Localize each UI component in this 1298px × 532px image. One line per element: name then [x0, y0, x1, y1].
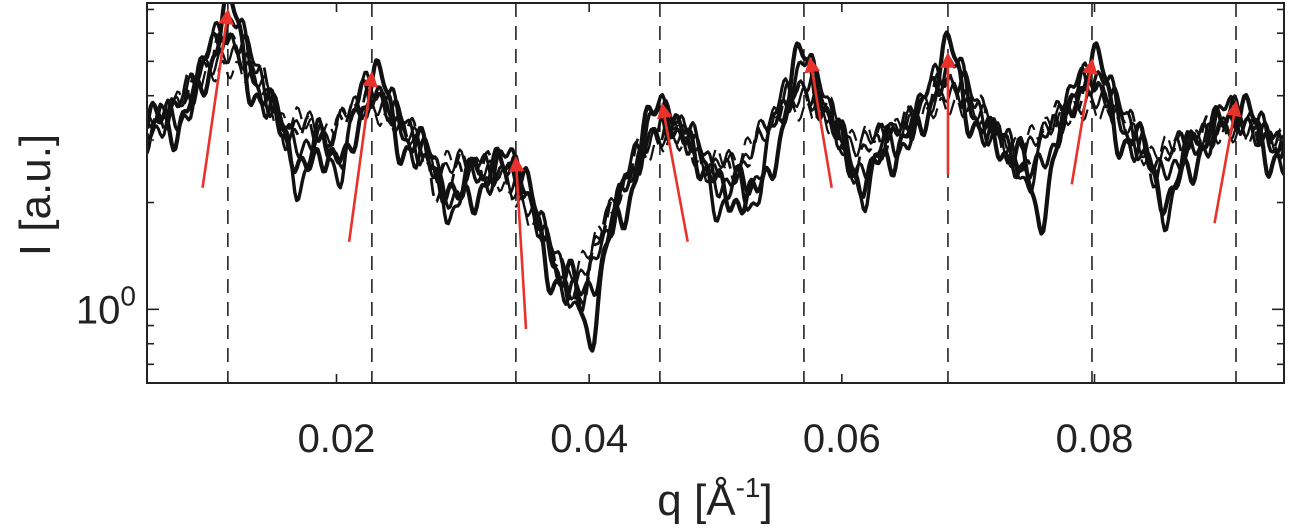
- trend-arrow-1: [201, 8, 234, 189]
- trend-arrow-3: [508, 156, 528, 330]
- trend-arrow-4: [657, 102, 689, 243]
- trend-arrow-8: [1213, 100, 1242, 224]
- trend-arrow-5: [804, 56, 834, 189]
- y-tick-label: 100: [76, 280, 136, 332]
- x-tick-label: 0.02: [298, 417, 376, 461]
- x-tick-label: 0.04: [550, 417, 628, 461]
- intensity-series-3: [147, 32, 1284, 306]
- intensity-series-5: [147, 17, 1284, 306]
- x-axis-label: q [Å-1]: [657, 472, 772, 525]
- intensity-series-6: [147, 3, 1284, 353]
- y-axis-ticks: [147, 8, 1284, 366]
- x-tick-label: 0.06: [803, 417, 881, 461]
- intensity-series-2: [147, 43, 1284, 301]
- x-tick-label: 0.08: [1056, 417, 1134, 461]
- trend-arrow-7: [1070, 58, 1098, 185]
- x-axis-ticks: 0.02 0.04 0.06 0.08: [298, 3, 1134, 461]
- trend-arrows-group: [201, 8, 1242, 330]
- trend-arrow-2: [347, 71, 378, 242]
- intensity-series-group: [147, 3, 1284, 353]
- y-axis-label: I [a.u.]: [11, 134, 60, 256]
- plot-frame: [146, 2, 1285, 384]
